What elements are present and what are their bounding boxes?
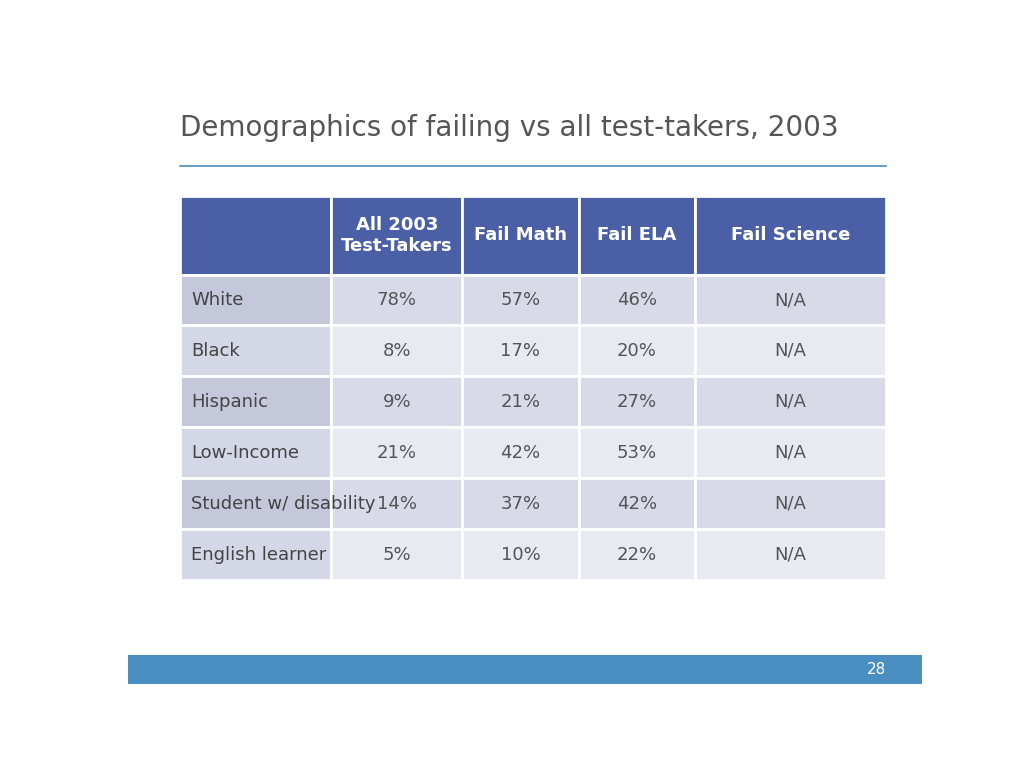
- Bar: [695, 196, 886, 275]
- Bar: [128, 655, 922, 684]
- Bar: [695, 478, 886, 529]
- Text: 27%: 27%: [616, 393, 657, 411]
- Text: 5%: 5%: [382, 545, 411, 564]
- Bar: [695, 529, 886, 580]
- Bar: [332, 196, 462, 275]
- Bar: [462, 326, 579, 376]
- Bar: [579, 529, 695, 580]
- Text: 9%: 9%: [382, 393, 411, 411]
- Bar: [462, 275, 579, 326]
- Bar: [695, 376, 886, 427]
- Text: Low-Income: Low-Income: [191, 444, 299, 462]
- Bar: [579, 376, 695, 427]
- Bar: [332, 275, 462, 326]
- Text: 8%: 8%: [383, 342, 411, 360]
- Bar: [179, 427, 332, 478]
- Text: 22%: 22%: [616, 545, 657, 564]
- Text: English learner: English learner: [191, 545, 327, 564]
- Bar: [579, 275, 695, 326]
- Bar: [179, 326, 332, 376]
- Text: Fail Science: Fail Science: [731, 226, 850, 244]
- Text: 14%: 14%: [377, 495, 417, 513]
- Bar: [179, 478, 332, 529]
- Bar: [332, 478, 462, 529]
- Text: Student w/ disability: Student w/ disability: [191, 495, 376, 513]
- Text: Fail ELA: Fail ELA: [597, 226, 677, 244]
- Bar: [695, 427, 886, 478]
- Bar: [462, 376, 579, 427]
- Bar: [332, 427, 462, 478]
- Text: 78%: 78%: [377, 291, 417, 309]
- Bar: [695, 275, 886, 326]
- Text: 21%: 21%: [501, 393, 541, 411]
- Text: 57%: 57%: [501, 291, 541, 309]
- Text: N/A: N/A: [774, 291, 807, 309]
- Text: All 2003
Test-Takers: All 2003 Test-Takers: [341, 216, 453, 254]
- Bar: [579, 427, 695, 478]
- Bar: [179, 196, 332, 275]
- Text: N/A: N/A: [774, 444, 807, 462]
- Bar: [332, 376, 462, 427]
- Text: N/A: N/A: [774, 393, 807, 411]
- Text: Demographics of failing vs all test-takers, 2003: Demographics of failing vs all test-take…: [179, 114, 839, 142]
- Text: 46%: 46%: [616, 291, 657, 309]
- Text: Fail Math: Fail Math: [474, 226, 567, 244]
- Text: White: White: [191, 291, 244, 309]
- Text: Hispanic: Hispanic: [191, 393, 268, 411]
- Text: 42%: 42%: [616, 495, 657, 513]
- Text: 21%: 21%: [377, 444, 417, 462]
- Text: 53%: 53%: [616, 444, 657, 462]
- Text: 10%: 10%: [501, 545, 541, 564]
- Text: N/A: N/A: [774, 545, 807, 564]
- Bar: [179, 275, 332, 326]
- Text: 20%: 20%: [617, 342, 656, 360]
- Bar: [579, 478, 695, 529]
- Text: Black: Black: [191, 342, 241, 360]
- Bar: [332, 326, 462, 376]
- Bar: [179, 376, 332, 427]
- Text: N/A: N/A: [774, 342, 807, 360]
- Bar: [462, 478, 579, 529]
- Bar: [462, 427, 579, 478]
- Text: N/A: N/A: [774, 495, 807, 513]
- Bar: [579, 196, 695, 275]
- Bar: [579, 326, 695, 376]
- Bar: [695, 326, 886, 376]
- Text: 37%: 37%: [501, 495, 541, 513]
- Text: 42%: 42%: [501, 444, 541, 462]
- Text: 17%: 17%: [501, 342, 541, 360]
- Bar: [462, 196, 579, 275]
- Text: 28: 28: [866, 662, 886, 677]
- Bar: [332, 529, 462, 580]
- Bar: [462, 529, 579, 580]
- Bar: [179, 529, 332, 580]
